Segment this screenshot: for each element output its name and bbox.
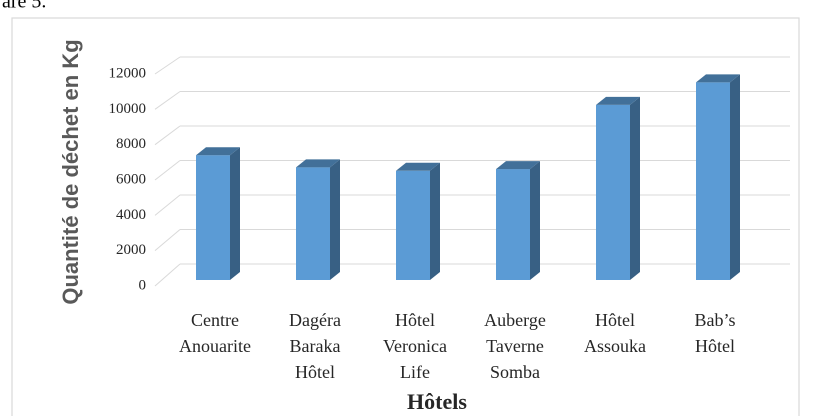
y-tick-label: 8000 (116, 136, 146, 152)
grid-line-side (154, 125, 181, 146)
x-tick-label: Anouarite (179, 336, 251, 356)
bar-front (596, 104, 630, 280)
bar-top (196, 147, 240, 156)
x-tick-label: Hôtel (295, 362, 335, 382)
y-tick-label: 12000 (109, 65, 147, 81)
x-tick-label: Baraka (290, 336, 341, 356)
x-tick-label: Hôtel (395, 310, 435, 330)
bar-side (430, 162, 440, 280)
bar-top (396, 162, 440, 171)
x-tick-label: Taverne (486, 336, 544, 356)
y-tick-label: 4000 (116, 207, 146, 223)
bar-top (496, 161, 540, 170)
x-tick-label: Somba (490, 362, 540, 382)
y-tick-label: 2000 (116, 242, 146, 258)
x-axis-title: Hôtels (407, 389, 467, 414)
bar-side (630, 96, 640, 280)
y-tick-label: 0 (139, 277, 147, 293)
grid-line-side (154, 160, 181, 181)
grid-line-side (154, 91, 181, 110)
grid-line-side (154, 194, 181, 216)
bar-top (596, 96, 640, 105)
x-tick-label: Hôtel (595, 310, 635, 330)
bar-side (330, 159, 340, 280)
grid-line-side (154, 263, 181, 287)
x-tick-label: Hôtel (695, 336, 735, 356)
bar-front (296, 167, 330, 280)
x-tick-label: Dagéra (289, 310, 341, 330)
x-tick-label: Life (400, 362, 430, 382)
x-tick-label: Veronica (383, 336, 447, 356)
x-tick-label: Assouka (584, 336, 646, 356)
bar-front (496, 169, 530, 280)
bar-side (230, 147, 240, 280)
y-tick-label: 10000 (109, 101, 147, 117)
bar-front (196, 155, 230, 280)
bar-side (730, 74, 740, 281)
grid-line-side (154, 229, 181, 252)
x-tick-label: Bab’s (694, 310, 735, 330)
y-axis-title: Quantité de déchet en Kg (58, 39, 83, 304)
y-tick-label: 6000 (116, 171, 146, 187)
x-tick-label: Auberge (484, 310, 546, 330)
chart-frame (11, 17, 800, 416)
bar-top (296, 159, 340, 168)
bar-front (396, 170, 430, 280)
bar-top (696, 74, 740, 83)
bar-side (530, 161, 540, 280)
x-tick-label: Centre (191, 310, 239, 330)
bar-front (696, 82, 730, 281)
figure-label: are 5. (2, 0, 46, 13)
grid-line-side (154, 56, 181, 75)
